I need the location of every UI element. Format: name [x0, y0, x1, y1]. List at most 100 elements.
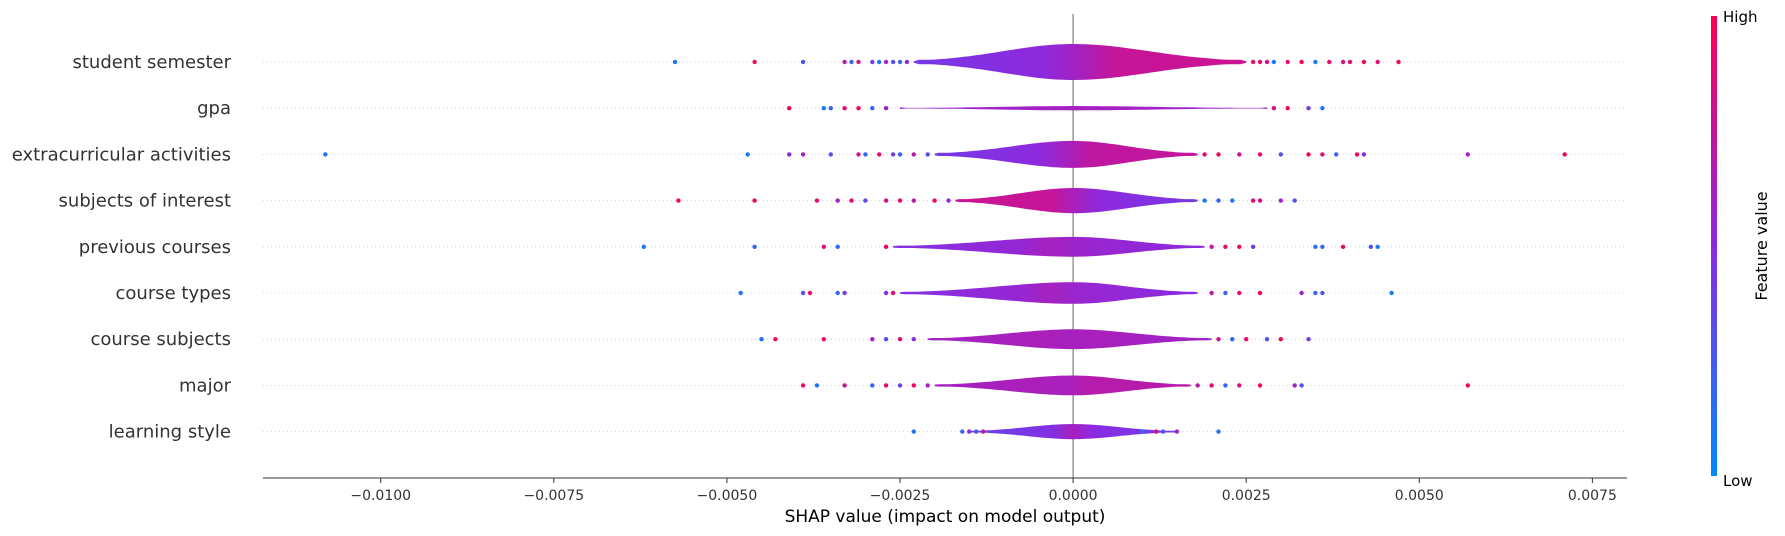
shap-point	[835, 244, 840, 249]
feature-label: gpa	[197, 98, 231, 119]
feature-label: learning style	[109, 422, 231, 443]
shap-point	[1223, 290, 1228, 296]
shap-point	[1237, 244, 1242, 249]
shap-point	[1257, 383, 1263, 388]
shap-point	[738, 290, 743, 296]
violin-shape	[955, 188, 1198, 214]
shap-point	[897, 383, 903, 388]
shap-point	[842, 106, 847, 111]
shap-point	[1202, 152, 1207, 157]
shap-point	[1327, 59, 1332, 65]
shap-point	[856, 152, 861, 157]
shap-point	[1257, 198, 1263, 203]
shap-point	[828, 106, 833, 111]
shap-point	[883, 198, 889, 203]
shap-point	[1340, 244, 1346, 249]
shap-point	[946, 198, 951, 203]
colorbar-high-label: High	[1723, 8, 1757, 26]
shap-point	[1375, 59, 1380, 65]
shap-point	[925, 383, 930, 388]
shap-point	[1257, 152, 1263, 157]
shap-point	[800, 152, 806, 157]
shap-point	[925, 152, 930, 157]
shap-point	[759, 337, 764, 342]
shap-point	[1209, 244, 1214, 249]
shap-point	[1320, 244, 1325, 249]
shap-point	[1264, 337, 1270, 342]
shap-point	[1292, 383, 1297, 388]
violin-shape	[900, 282, 1198, 304]
shap-point	[842, 59, 847, 65]
shap-point	[1209, 383, 1214, 388]
shap-point	[1320, 290, 1325, 296]
shap-point	[904, 59, 910, 65]
violins	[893, 44, 1267, 440]
shap-point	[1209, 290, 1214, 296]
shap-point	[821, 337, 826, 342]
shap-point	[1306, 337, 1311, 342]
shap-point	[1361, 152, 1367, 157]
violin-shape	[934, 140, 1198, 168]
shap-point	[1250, 244, 1256, 249]
shap-point	[1313, 244, 1318, 249]
shap-point	[821, 106, 826, 111]
shap-point	[1278, 198, 1284, 203]
shap-point	[835, 290, 840, 296]
shap-point	[890, 59, 896, 65]
shap-point	[1237, 290, 1242, 296]
shap-point	[1340, 59, 1346, 65]
shap-point	[1299, 290, 1304, 296]
shap-point	[863, 198, 868, 203]
x-tick-label: −0.0025	[870, 488, 931, 504]
shap-point	[1250, 198, 1256, 203]
feature-label: subjects of interest	[59, 191, 231, 212]
shap-point	[877, 152, 882, 157]
x-tick-label: 0.0025	[1222, 488, 1271, 504]
violin-shape	[927, 329, 1212, 350]
shap-point	[883, 383, 889, 388]
shap-point	[1306, 106, 1311, 111]
shap-point	[974, 429, 979, 434]
x-tick-label: −0.0100	[350, 488, 411, 504]
shap-point	[752, 244, 757, 249]
shap-point	[883, 59, 889, 65]
shap-point	[1202, 198, 1207, 203]
shap-point	[1223, 244, 1228, 249]
shap-point	[870, 106, 875, 111]
shap-point	[1292, 198, 1297, 203]
shap-point	[911, 429, 916, 434]
shap-point	[1230, 198, 1235, 203]
shap-point	[800, 290, 806, 296]
outlier-points	[323, 59, 1567, 434]
shap-point	[1368, 244, 1374, 249]
shap-point	[1299, 59, 1304, 65]
violin-shape	[913, 44, 1247, 80]
shap-point	[1465, 383, 1471, 388]
shap-point	[1347, 59, 1353, 65]
shap-point	[1306, 152, 1311, 157]
shap-point	[856, 59, 861, 65]
shap-point	[1299, 383, 1304, 388]
shap-point	[1216, 198, 1221, 203]
shap-point	[1361, 59, 1367, 65]
shap-point	[890, 290, 896, 296]
shap-point	[1195, 383, 1200, 388]
shap-point	[1465, 152, 1471, 157]
shap-point	[1237, 152, 1242, 157]
shap-point	[1244, 337, 1249, 342]
shap-point	[1285, 106, 1290, 111]
shap-point	[787, 152, 792, 157]
colorbar-low-label: Low	[1723, 472, 1753, 490]
shap-point	[821, 244, 826, 249]
feature-labels: student semester gpa extracurricular activ…	[12, 52, 232, 443]
shap-point	[870, 337, 875, 342]
shap-point	[849, 198, 854, 203]
shap-point	[1271, 106, 1277, 111]
shap-point	[1396, 59, 1401, 65]
shap-point	[870, 383, 875, 388]
x-tick-label: 0.0050	[1395, 488, 1444, 504]
shap-point	[897, 337, 903, 342]
shap-point	[835, 198, 840, 203]
shap-point	[672, 59, 678, 65]
